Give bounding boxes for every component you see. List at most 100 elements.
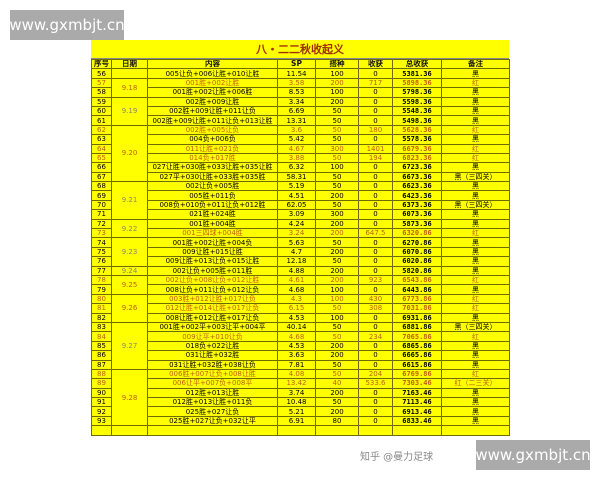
cell-return: 0 <box>358 350 393 361</box>
cell-stake: 200 <box>315 246 359 258</box>
cell-return: 194 <box>358 152 393 164</box>
cell-index: 79 <box>91 284 112 295</box>
cell-content: 002让负+005胜+011胜 <box>147 265 278 277</box>
cell-sp: 5.63 <box>277 237 316 248</box>
cell-content: 009让胜+015让胜 <box>147 246 278 258</box>
cell-stake: 200 <box>315 406 359 417</box>
cell-stake: 50 <box>315 321 359 333</box>
cell-note: 黑 <box>441 312 510 323</box>
cell-total: 5498.36 <box>392 115 442 126</box>
cell-stake: 200 <box>315 190 359 201</box>
cell-total: 6769.86 <box>392 368 442 380</box>
cell-index: 63 <box>91 134 112 145</box>
cell-content: 009让平+010让负 <box>147 331 278 342</box>
cell-stake: 300 <box>315 209 359 220</box>
table-row: 85 018负+022让胜 4.53 200 0 6865.86 黑 <box>91 340 510 352</box>
cell-index: 83 <box>91 321 112 333</box>
cell-content: 001胜+004胜 <box>147 218 278 230</box>
cell-total: 6913.46 <box>392 406 442 417</box>
cell-note: 黑 <box>441 209 510 220</box>
cell-stake: 80 <box>315 415 359 427</box>
header-content: 内容 <box>147 58 278 70</box>
cell-return: 0 <box>358 246 393 258</box>
cell-stake: 50 <box>315 105 359 117</box>
cell-return: 430 <box>358 293 393 305</box>
cell-stake: 50 <box>315 199 359 211</box>
cell-content: 012让胜+014让胜+017让负 <box>147 303 278 314</box>
cell-note: 黑 <box>441 246 510 258</box>
cell-note: 黑（三四关） <box>441 171 510 183</box>
cell-total: 6833.46 <box>392 415 442 427</box>
table-row: 93 025胜+027让负+032让平 6.91 80 0 6833.46 黑 <box>91 415 510 427</box>
cell-index: 93 <box>91 415 112 427</box>
cell-return: 0 <box>358 105 393 117</box>
cell-total: 5873.36 <box>392 218 442 230</box>
cell-stake: 200 <box>315 387 359 399</box>
cell-stake: 100 <box>315 284 359 295</box>
cell-return: 0 <box>358 321 393 333</box>
cell-note: 黑 <box>441 406 510 417</box>
table-row: 59 9.19 002胜+009让胜 3.34 200 0 5598.36 黑 <box>91 96 510 126</box>
cell-note: 黑 <box>441 68 510 79</box>
cell-sp: 4.24 <box>277 218 316 230</box>
cell-content: 012胜+013让胜 <box>147 387 278 399</box>
cell-stake: 200 <box>315 96 359 107</box>
cell-sp: 62.05 <box>277 199 316 211</box>
cell-content: 008让负+011让负+012让负 <box>147 284 278 295</box>
cell-sp: 4.51 <box>277 190 316 201</box>
cell-stake: 200 <box>315 228 359 239</box>
cell-return: 0 <box>358 256 393 267</box>
table-row: 65 014负+017胜 3.88 50 194 6823.36 红 <box>91 152 510 164</box>
cell-total: 6070.86 <box>392 246 442 258</box>
cell-index: 69 <box>91 190 112 201</box>
cell-note: 黑（三四关） <box>441 321 510 333</box>
table-row: 81 012让胜+014让胜+017让负 6.15 50 308 7031.86 红 <box>91 303 510 314</box>
cell-index: 56 <box>91 68 112 79</box>
table-row: 70 008负+010负+011让负+012胜 62.05 50 0 6373.36 黑（三… <box>91 199 510 211</box>
table-row: 66 027让胜+030胜+033让胜+035让胜 6.32 100 0 6723.36 黑 <box>91 162 510 173</box>
header-index: 序号 <box>91 58 112 70</box>
cell-note: 黑 <box>441 284 510 295</box>
table-row: 62 9.20 002胜+005让负 3.6 50 180 5628.36 红 <box>91 124 510 183</box>
cell-total: 6823.36 <box>392 152 442 164</box>
cell-index: 77 <box>91 265 112 277</box>
cell-index: 71 <box>91 209 112 220</box>
cell-date: 9.23 <box>111 237 148 267</box>
cell-stake: 50 <box>315 256 359 267</box>
cell-index: 85 <box>91 340 112 352</box>
cell-index: 62 <box>91 124 112 136</box>
cell-content: 001三四球+004胜 <box>147 228 278 239</box>
cell-return: 0 <box>358 359 393 370</box>
cell-note: 黑 <box>441 387 510 399</box>
table-row: 73 001三四球+004胜 3.24 200 647.5 6320.86 红 <box>91 228 510 239</box>
table-row: 76 009让胜+013让负+015让胜 12.18 50 0 6020.86 黑 <box>91 256 510 267</box>
table-row: 87 031让胜+032胜+038让负 7.81 50 0 6615.86 黑 <box>91 359 510 370</box>
cell-content: 001胜+002让胜+004负 <box>147 237 278 248</box>
cell-sp: 3.24 <box>277 228 316 239</box>
cell-content: 004负+006负 <box>147 134 278 145</box>
header-row: 序号 日期 内容 SP 搭种 收获 总收获 备注 <box>91 58 510 70</box>
cell-sp: 58.31 <box>277 171 316 183</box>
cell-total: 6723.36 <box>392 162 442 173</box>
cell-total: 6073.36 <box>392 209 442 220</box>
cell-note: 黑 <box>441 397 510 408</box>
cell-sp: 6.15 <box>277 303 316 314</box>
cell-return: 717 <box>358 77 393 89</box>
cell-stake: 100 <box>315 293 359 305</box>
cell-sp: 3.74 <box>277 387 316 399</box>
cell-content: 008负+010负+011让负+012胜 <box>147 199 278 211</box>
cell-sp: 4.68 <box>277 331 316 342</box>
cell-return: 0 <box>358 209 393 220</box>
cell-note: 黑 <box>441 115 510 126</box>
cell-index: 87 <box>91 359 112 370</box>
table-row: 83 9.27 001胜+002平+003让平+004平 40.14 50 0 6881.8… <box>91 321 510 370</box>
cell-note: 黑 <box>441 134 510 145</box>
cell-return: 0 <box>358 312 393 323</box>
table-row: 90 012胜+013让胜 3.74 200 0 7163.46 黑 <box>91 387 510 399</box>
cell-index: 80 <box>91 293 112 305</box>
cell-total: 5598.36 <box>392 96 442 107</box>
cell-total: 6931.86 <box>392 312 442 323</box>
table-row: 88 9.28 006胜+007让负+008让胜 4.08 50 204 6769.86 红 <box>91 368 510 427</box>
cell-date: 9.22 <box>111 218 148 239</box>
cell-sp: 4.08 <box>277 368 316 380</box>
